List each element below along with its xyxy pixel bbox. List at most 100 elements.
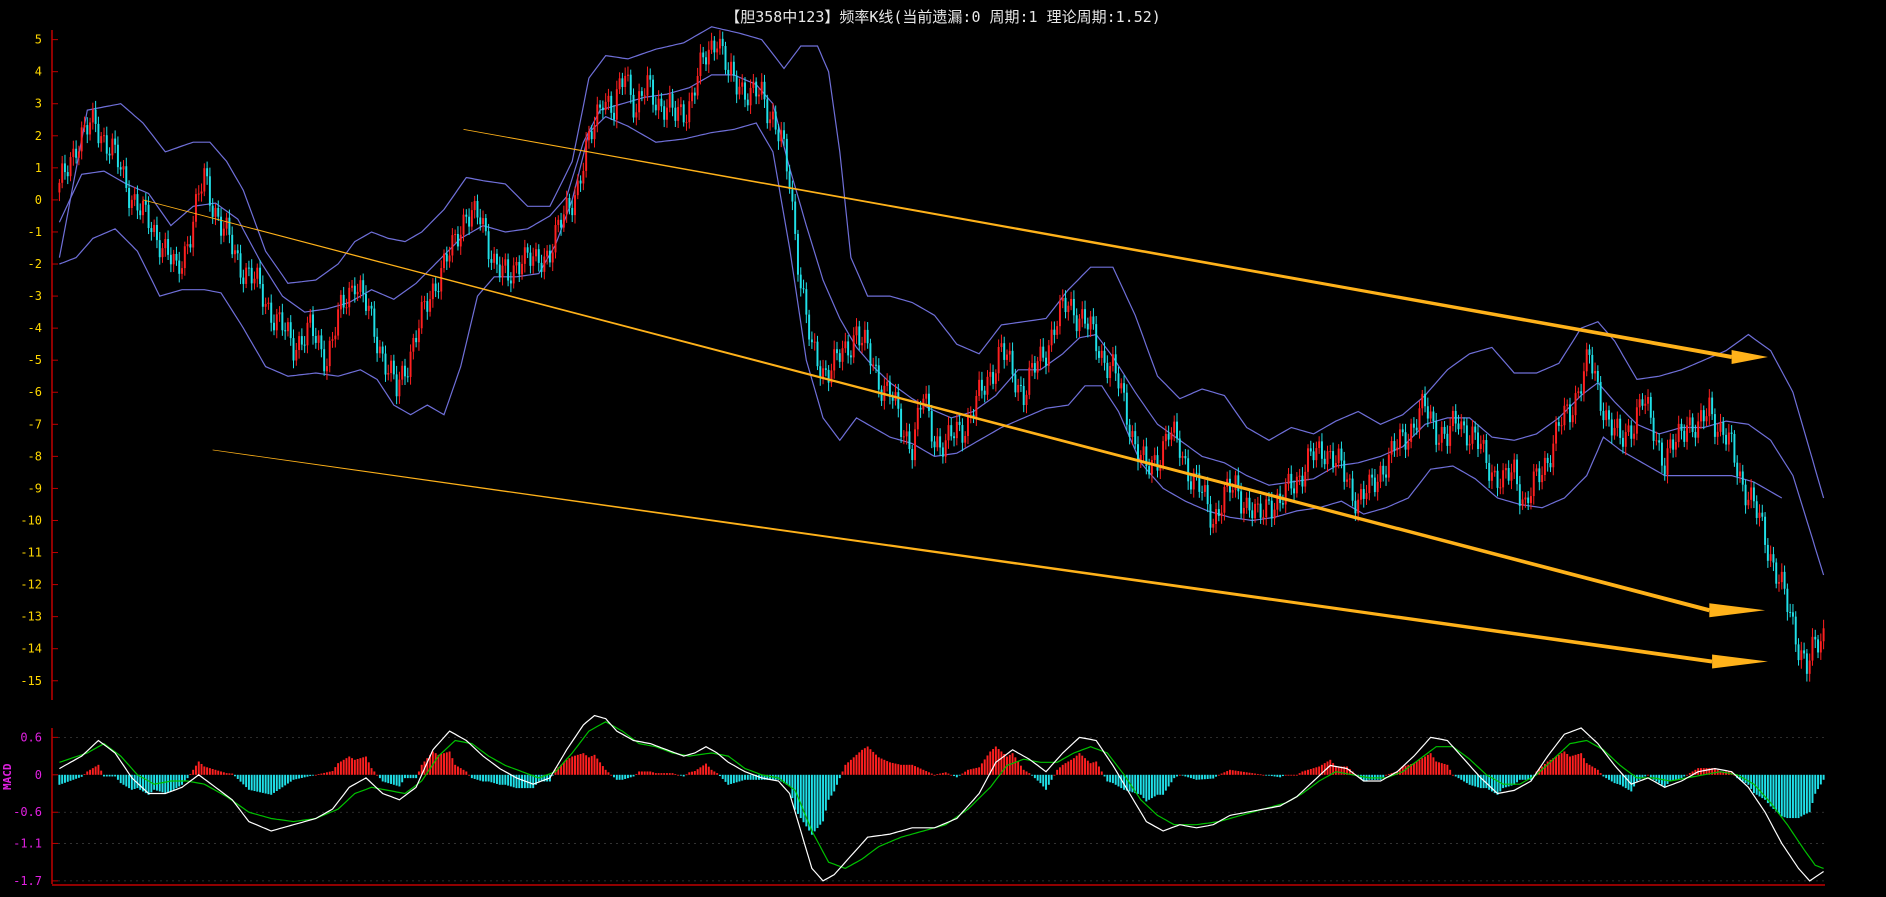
macd-bar-negative — [378, 774, 381, 779]
macd-bar-negative — [1761, 774, 1764, 799]
candle-down — [342, 294, 345, 308]
macd-bar-positive — [914, 766, 916, 775]
candle-up — [61, 163, 64, 183]
macd-bar-negative — [958, 774, 961, 776]
candle-up — [515, 261, 518, 266]
macd-bar-positive — [902, 764, 905, 775]
macd-bar-negative — [256, 774, 259, 792]
macd-bar-negative — [1106, 774, 1109, 782]
macd-tick-label: -1.7 — [13, 874, 42, 888]
macd-bar-positive — [1713, 768, 1716, 775]
candle-down — [1527, 497, 1530, 504]
macd-bar-positive — [894, 763, 897, 775]
candle-down — [880, 389, 883, 401]
macd-bar-positive — [964, 771, 967, 775]
macd-bar-negative — [763, 774, 766, 780]
macd-bar-positive — [1451, 774, 1454, 776]
candle-up — [769, 119, 772, 124]
macd-bar-positive — [1254, 773, 1257, 775]
candle-down — [838, 353, 841, 362]
macd-y-axis: 0.6 0 -0.6 -1.1 -1.7 — [13, 728, 1825, 888]
macd-bar-positive — [1557, 754, 1560, 775]
candle-up — [417, 328, 420, 343]
candle-up — [1212, 523, 1215, 528]
candle-up — [142, 200, 144, 216]
candle-up — [1449, 426, 1452, 446]
macd-bar-positive — [1312, 768, 1315, 775]
middle-trend-arrowhead — [1709, 603, 1766, 618]
macd-bar-positive — [454, 764, 457, 775]
macd-bar-positive — [217, 770, 220, 775]
candle-down — [777, 129, 780, 142]
candle-down — [1184, 456, 1187, 459]
candle-down — [1371, 474, 1374, 478]
macd-bar-positive — [875, 754, 877, 775]
macd-bar-positive — [1256, 773, 1259, 775]
candle-up — [72, 148, 75, 158]
macd-bar-negative — [1134, 774, 1137, 794]
candle-up — [757, 94, 760, 97]
macd-tick-label: -1.1 — [13, 836, 42, 850]
macd-bar-negative — [142, 774, 144, 792]
macd-bar-positive — [1691, 771, 1694, 775]
candle-up — [331, 339, 334, 341]
macd-bar-negative — [1164, 774, 1167, 791]
candle-up — [841, 348, 844, 362]
candle-down — [415, 337, 418, 343]
candle-up — [546, 250, 549, 257]
macd-bar-positive — [1223, 772, 1226, 775]
candle-down — [206, 168, 209, 177]
macd-bar-negative — [791, 774, 794, 799]
main-tick-label: -13 — [20, 610, 42, 624]
macd-bar-positive — [599, 762, 602, 775]
candle-down — [476, 201, 479, 218]
macd-bar-negative — [624, 774, 627, 779]
candle-up — [813, 341, 816, 343]
macd-bar-negative — [1502, 774, 1505, 789]
macd-bar-negative — [735, 774, 738, 783]
candle-down — [1270, 500, 1273, 519]
macd-bar-negative — [1747, 774, 1750, 785]
macd-bar-positive — [451, 758, 454, 775]
candle-down — [1042, 346, 1045, 358]
candle-up — [183, 246, 186, 269]
candle-down — [1217, 509, 1220, 517]
candle-up — [730, 61, 733, 75]
candle-up — [89, 122, 92, 135]
macd-bar-positive — [443, 753, 445, 775]
candle-down — [1752, 487, 1755, 502]
candle-up — [356, 291, 359, 295]
candle-up — [186, 244, 189, 247]
candle-down — [465, 214, 468, 217]
lower-trend-arrowhead — [1712, 654, 1768, 669]
candle-down — [652, 79, 655, 105]
macd-bar-positive — [1412, 763, 1415, 775]
candle-up — [749, 87, 752, 106]
candle-down — [1123, 383, 1126, 393]
macd-bar-negative — [1800, 774, 1803, 817]
candle-up — [493, 253, 496, 263]
candle-up — [1142, 446, 1145, 455]
macd-bar-positive — [1346, 766, 1348, 775]
macd-bar-positive — [1711, 768, 1714, 775]
macd-bar-negative — [1649, 774, 1652, 778]
candle-down — [939, 436, 942, 448]
candle-down — [1733, 433, 1736, 463]
macd-bar-negative — [153, 774, 156, 790]
macd-bar-positive — [328, 771, 331, 775]
macd-bar-positive — [967, 769, 969, 775]
candle-up — [256, 267, 259, 279]
candle-up — [286, 322, 289, 332]
candle-down — [1457, 423, 1460, 430]
candle-down — [384, 353, 387, 375]
candle-up — [1471, 426, 1474, 444]
candle-down — [529, 252, 532, 266]
candle-up — [707, 49, 710, 65]
candle-up — [532, 256, 535, 266]
candle-up — [317, 335, 320, 343]
macd-bar-negative — [476, 774, 479, 780]
candle-up — [1666, 448, 1669, 475]
candle-up — [473, 201, 476, 211]
macd-bar-negative — [130, 774, 133, 790]
macd-bar-negative — [289, 774, 292, 782]
